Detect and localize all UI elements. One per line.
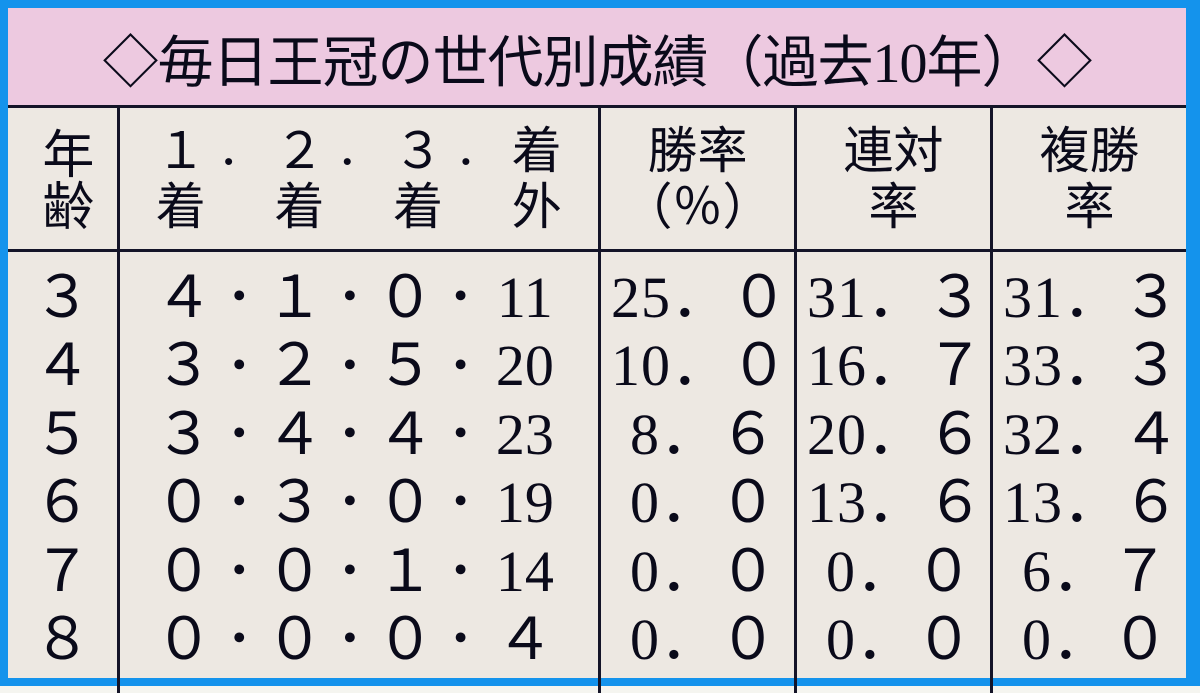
- col-places-header: １着 ． ２着 ． ３着 ． 着外: [120, 108, 598, 252]
- title-suffix-icon: ◇: [1037, 33, 1092, 95]
- title-prefix-icon: ◇: [103, 33, 158, 95]
- col-winrate: 勝率（％） 25．０ 10．０ 8．６ 0．０ 0．０ 0．０: [598, 108, 794, 693]
- col-quinella: 連対率 31．３ 16．７ 20．６ 13．６ 0．０ 0．０: [794, 108, 990, 693]
- places-row: ０・０・１・14: [130, 538, 588, 606]
- title-text: 毎日王冠の世代別成績（過去10年）: [158, 33, 1037, 95]
- places-row: ３・４・４・23: [130, 401, 588, 469]
- col-quinella-header: 連対率: [797, 108, 990, 252]
- col-winrate-header: 勝率（％）: [601, 108, 794, 252]
- age-row: ４: [8, 332, 117, 400]
- age-row: ６: [8, 469, 117, 537]
- quinella-row: 16．７: [807, 332, 980, 400]
- quinella-row: 0．０: [807, 606, 980, 674]
- age-header-char1: 年: [34, 127, 91, 179]
- quinella-row: 31．３: [807, 264, 980, 332]
- places-row: ０・３・０・19: [130, 469, 588, 537]
- place-header-out: 着外: [499, 123, 574, 235]
- col-showrate: 複勝率 31．３ 33．３ 32．４ 13．６ 6．７ 0．０: [990, 108, 1186, 693]
- place-header-2: ２着: [262, 123, 337, 235]
- winrate-row: 25．０: [611, 264, 784, 332]
- showrate-row: 31．３: [1003, 264, 1176, 332]
- col-age-data: ３ ４ ５ ６ ７ ８: [8, 252, 117, 693]
- winrate-row: 0．０: [611, 469, 784, 537]
- quinella-row: 20．６: [807, 401, 980, 469]
- col-places-data: ４・１・０・11 ３・２・５・20 ３・４・４・23 ０・３・０・19 ０・０・…: [120, 252, 598, 693]
- age-row: ５: [8, 401, 117, 469]
- winrate-row: 0．０: [611, 606, 784, 674]
- winrate-row: 8．６: [611, 401, 784, 469]
- showrate-row: 0．０: [1003, 606, 1176, 674]
- table-body: 年齢 ３ ４ ５ ６ ７ ８ １着 ． ２着 ． ３着 ．: [8, 108, 1186, 693]
- places-row: ３・２・５・20: [130, 332, 588, 400]
- col-places: １着 ． ２着 ． ３着 ． 着外 ４・１・０・11 ３・２・５・20 ３・４・…: [117, 108, 598, 693]
- winrate-row: 10．０: [611, 332, 784, 400]
- place-header-sep: ．: [455, 123, 499, 175]
- showrate-row: 32．４: [1003, 401, 1176, 469]
- places-row: ０・０・０・４: [130, 606, 588, 674]
- showrate-row: 6．７: [1003, 538, 1176, 606]
- place-header-sep: ．: [337, 123, 381, 175]
- col-quinella-data: 31．３ 16．７ 20．６ 13．６ 0．０ 0．０: [797, 252, 990, 693]
- col-age: 年齢 ３ ４ ５ ６ ７ ８: [8, 108, 117, 693]
- col-showrate-header: 複勝率: [993, 108, 1186, 252]
- age-row: ７: [8, 538, 117, 606]
- col-age-header: 年齢: [8, 108, 117, 252]
- age-header-char2: 齢: [34, 179, 91, 231]
- age-row: ３: [8, 264, 117, 332]
- place-header-sep: ．: [218, 123, 262, 175]
- place-header-3: ３着: [381, 123, 456, 235]
- table-title: ◇毎日王冠の世代別成績（過去10年）◇: [8, 8, 1186, 108]
- quinella-row: 0．０: [807, 538, 980, 606]
- place-header-1: １着: [144, 123, 219, 235]
- col-showrate-data: 31．３ 33．３ 32．４ 13．６ 6．７ 0．０: [993, 252, 1186, 693]
- places-row: ４・１・０・11: [130, 264, 588, 332]
- showrate-row: 13．６: [1003, 469, 1176, 537]
- showrate-row: 33．３: [1003, 332, 1176, 400]
- age-row: ８: [8, 606, 117, 674]
- quinella-row: 13．６: [807, 469, 980, 537]
- col-winrate-data: 25．０ 10．０ 8．６ 0．０ 0．０ 0．０: [601, 252, 794, 693]
- table-frame: ◇毎日王冠の世代別成績（過去10年）◇ 年齢 ３ ４ ５ ６ ７ ８ １: [0, 0, 1200, 686]
- winrate-row: 0．０: [611, 538, 784, 606]
